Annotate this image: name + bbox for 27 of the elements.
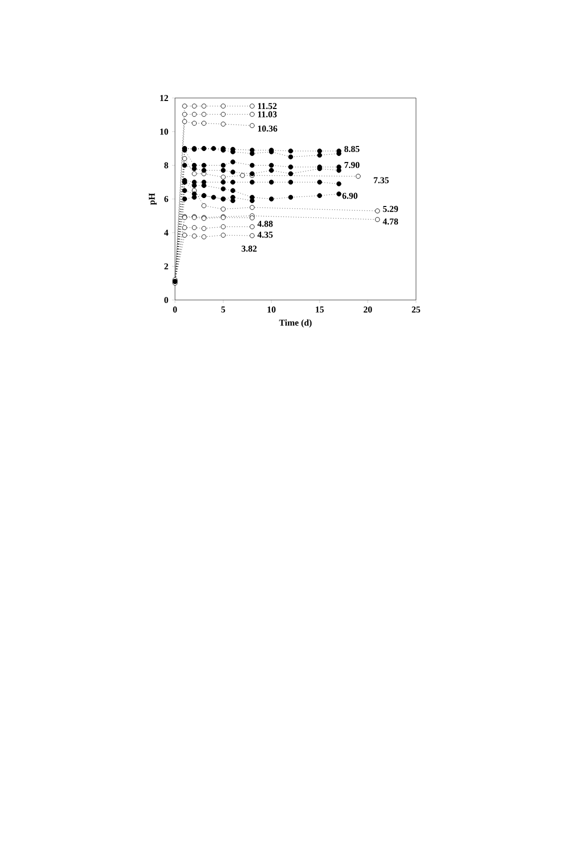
y-axis-title: pH: [148, 193, 157, 205]
y-tick-label: 4: [164, 230, 168, 236]
annotation: 6.90: [342, 192, 358, 199]
annotation: 10.36: [258, 126, 278, 132]
annotation: 4.88: [257, 220, 273, 227]
x-tick-label: 25: [412, 306, 420, 313]
annotation: 8.85: [344, 146, 360, 152]
y-tick-label: 0: [164, 296, 168, 304]
annotation: 7.90: [344, 162, 360, 168]
x-tick-label: 10: [268, 306, 276, 313]
y-tick-label: 8: [164, 162, 168, 168]
x-tick-label: 5: [221, 306, 226, 312]
y-tick-label: 12: [160, 95, 168, 101]
x-tick-label: 20: [364, 306, 372, 313]
annotation: 5.29: [383, 206, 398, 212]
x-tick-label: 0: [173, 306, 177, 313]
annotation: 11.03: [258, 111, 277, 118]
annotation: 3.82: [242, 246, 257, 252]
annotation: 11.52: [258, 103, 277, 110]
y-tick-label: 2: [164, 263, 168, 270]
y-tick-label: 6: [164, 196, 168, 202]
x-tick-label: 15: [316, 306, 324, 313]
annotation: 7.35: [374, 177, 389, 184]
y-tick-label: 10: [160, 128, 168, 135]
x-axis-title: Time (d): [279, 319, 312, 328]
annotation: 4.78: [382, 218, 398, 225]
annotation: 4.35: [257, 232, 273, 238]
